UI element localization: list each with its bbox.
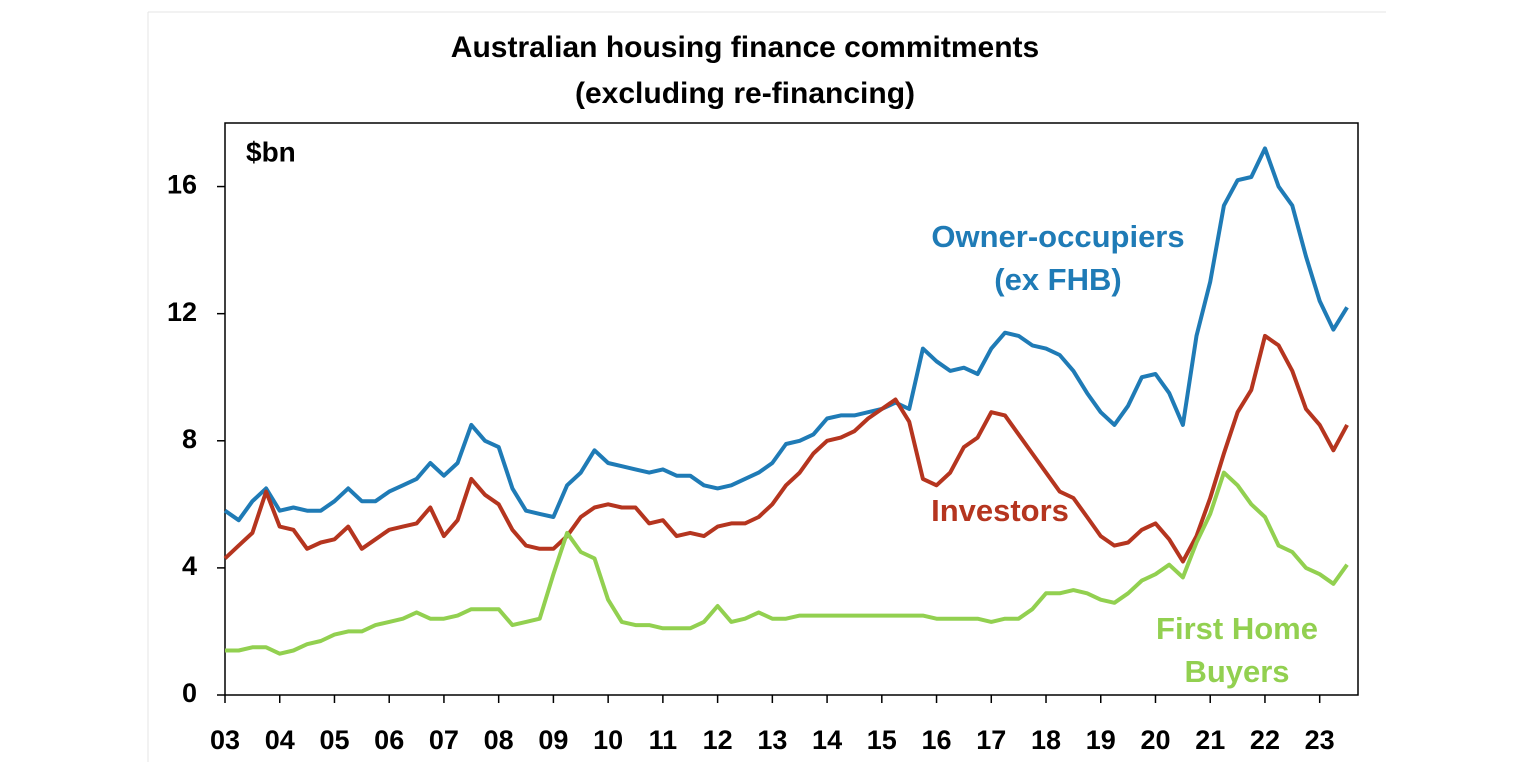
- x-tick-label: 10: [593, 725, 623, 755]
- series-line: [223, 146, 1349, 523]
- x-tick-label: 19: [1086, 725, 1116, 755]
- x-tick-label: 16: [922, 725, 952, 755]
- y-tick-label: 0: [182, 678, 197, 708]
- y-axis-label: $bn: [246, 136, 296, 167]
- series-annotation: Owner-occupiers: [931, 219, 1184, 254]
- x-tick-label: 23: [1305, 725, 1335, 755]
- plot-area: [224, 122, 1359, 696]
- x-tick-label: 03: [210, 725, 240, 755]
- x-tick-label: 08: [484, 725, 514, 755]
- series-annotation: (ex FHB): [994, 262, 1121, 297]
- chart-title: Australian housing finance commitments: [451, 31, 1039, 64]
- series-line: [223, 333, 1349, 564]
- x-tick-label: 14: [812, 725, 842, 755]
- x-tick-label: 09: [538, 725, 568, 755]
- x-tick-label: 07: [429, 725, 459, 755]
- series-annotation: First Home: [1156, 611, 1318, 646]
- x-tick-label: 18: [1031, 725, 1061, 755]
- x-tick-label: 06: [374, 725, 404, 755]
- y-tick-label: 16: [167, 170, 197, 200]
- series-annotation: Buyers: [1184, 654, 1289, 689]
- x-tick-label: 05: [319, 725, 349, 755]
- x-tick-label: 04: [265, 725, 295, 755]
- x-tick-label: 11: [649, 725, 678, 755]
- x-tick-label: 20: [1140, 725, 1170, 755]
- chart-subtitle: (excluding re-financing): [575, 77, 915, 110]
- y-tick-label: 8: [182, 424, 197, 454]
- series-line: [225, 470, 1349, 656]
- x-tick-label: 12: [703, 725, 733, 755]
- x-tick-label: 13: [757, 725, 787, 755]
- x-tick-label: 15: [867, 725, 897, 755]
- x-tick-label: 21: [1195, 725, 1225, 755]
- series-annotation: Investors: [931, 493, 1069, 528]
- x-tick-label: 17: [976, 725, 1006, 755]
- y-tick-label: 12: [167, 297, 197, 327]
- y-tick-label: 4: [182, 551, 197, 581]
- x-tick-label: 22: [1250, 725, 1280, 755]
